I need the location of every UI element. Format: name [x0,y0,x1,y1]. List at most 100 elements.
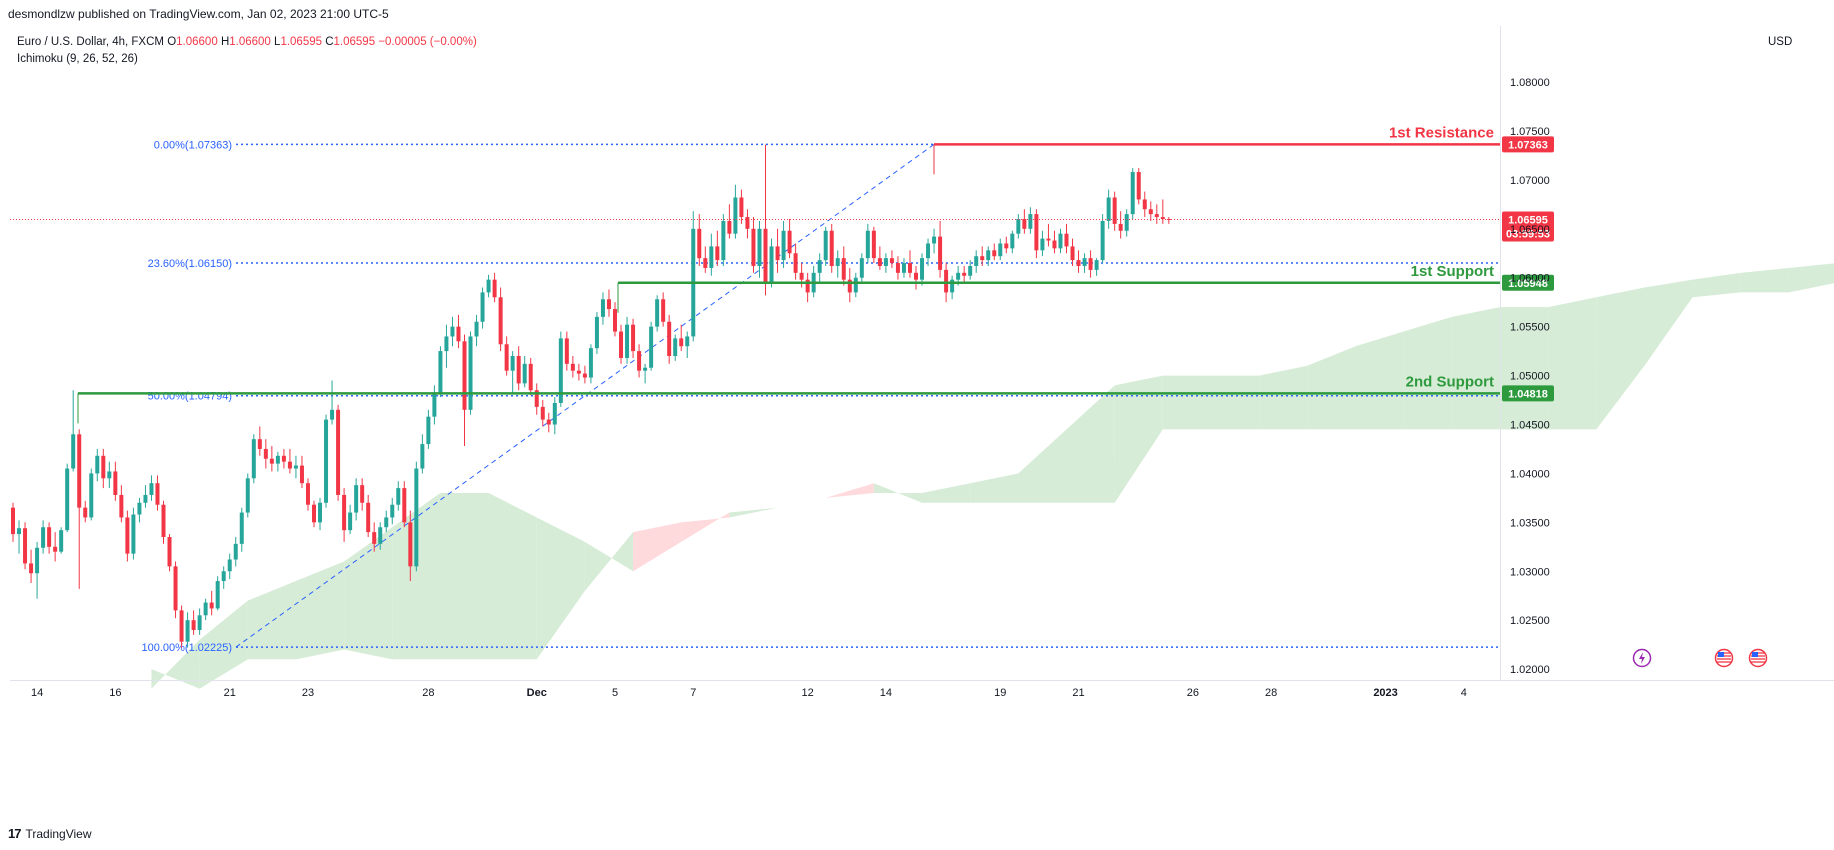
us-flag-icon [1748,648,1768,668]
candle-body [576,370,581,374]
candle-body [679,338,684,347]
candle-body [420,444,425,469]
cloud-segment [295,561,345,660]
candle-body [65,468,70,531]
candle-body [998,243,1003,257]
candle-body [474,321,479,337]
x-tick-label: 7 [690,687,696,699]
tradingview-brand: TradingView [25,826,92,841]
candle-body [185,620,190,642]
candle-body [462,341,467,410]
candle-body [137,502,142,515]
candle-body [1004,243,1009,249]
candle-body [763,228,768,283]
candle-body [631,324,636,352]
ichimoku-cloud [151,263,1834,689]
candle-body [661,299,666,322]
cloud-segment [392,492,441,660]
candle-body [1124,214,1129,231]
level-price-tag-text: 1.05948 [1508,278,1548,290]
lightning-bolt [1639,652,1645,664]
candle-body [149,483,154,495]
candle-body [71,434,76,469]
candle-body [1154,214,1159,218]
cloud-segment [1307,346,1356,430]
candle-body [11,507,15,535]
candle-body [450,326,455,337]
candle-body [1100,220,1105,261]
cloud-segment [1740,267,1789,293]
candle-body [920,258,925,280]
candle-body [486,279,491,293]
candle-body [251,439,256,479]
candle-body [263,448,268,459]
x-tick-label: 16 [109,687,121,699]
candle-body [552,402,557,425]
candle-body [1064,233,1069,247]
candle-body [546,419,551,425]
fib-level-label: 23.60%(1.06150) [148,258,232,270]
candle-body [197,615,202,630]
level-label: 1st Support [1411,263,1494,280]
candle-body [23,528,28,564]
price-chart[interactable]: 0.00%(1.07363)23.60%(1.06150)50.00%(1.04… [10,26,1834,820]
level-price-tag-text: 1.04818 [1508,388,1548,400]
candle-body [47,527,52,547]
candle-body [1106,197,1111,221]
candle-body [384,517,389,528]
y-tick-label: 1.04500 [1510,419,1550,431]
candle-body [1112,197,1117,224]
tradingview-logo-icon: 17 [8,826,22,841]
candle-body [751,228,756,266]
tradingview-footer[interactable]: 17 TradingView [8,826,92,841]
candle-body [938,236,943,270]
x-tick-label: Dec [527,687,547,699]
candle-body [281,455,286,462]
candle-body [293,465,298,469]
candle-body [594,316,599,349]
cloud-segment [1451,307,1500,430]
candle-body [1088,258,1093,270]
candle-body [1046,238,1051,241]
candle-body [944,269,949,293]
candle-body [1094,260,1099,270]
candle-body [667,321,672,356]
candle-body [733,197,738,234]
level-label: 2nd Support [1406,373,1494,390]
candle-body [1130,172,1135,215]
candle-body [1118,223,1123,231]
low-label: L [274,36,281,48]
candle-body [853,277,858,293]
publisher-line: desmondlzw published on TradingView.com,… [8,7,389,21]
cloud-segment [584,532,634,591]
candle-body [1076,260,1081,266]
candle-body [709,246,714,268]
cloud-segment [247,581,296,660]
candle-body [432,393,437,417]
candle-body [877,258,882,266]
candle-body [1136,172,1141,200]
candle-body [1160,217,1165,220]
candle-body [426,416,431,445]
candle-body [498,297,503,345]
candle-body [95,455,100,474]
candle-body [89,473,94,518]
candle-body [932,236,937,244]
indicator-legend[interactable]: Ichimoku (9, 26, 52, 26) [17,53,138,65]
candle-body [113,471,118,495]
cloud-segment [1210,375,1260,430]
candle-body [299,465,304,484]
candle-body [775,246,780,261]
symbol-legend[interactable]: Euro / U.S. Dollar, 4h, FXCM O1.06600 H1… [17,36,477,48]
chart-frame[interactable]: 0.00%(1.07363) 23.60%(1.06150) 50.00%(1.04… [10,26,1834,820]
flag-canton [1752,652,1758,657]
cloud-segment [633,522,682,572]
candle-body [1058,233,1063,249]
candle-body [438,351,443,394]
candle-body [625,324,630,358]
candle-body [209,602,214,609]
cloud-segment [1066,385,1115,503]
candle-body [1052,240,1057,249]
candle-body [564,338,569,364]
cloud-segment [970,473,1019,503]
